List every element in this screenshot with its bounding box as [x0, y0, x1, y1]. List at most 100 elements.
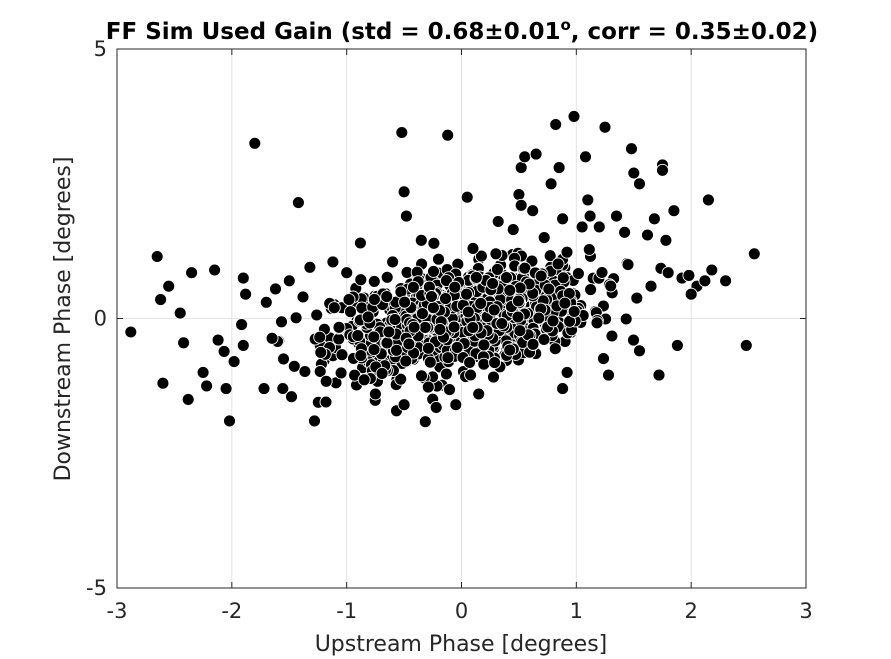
tick-marks	[116, 48, 807, 589]
data-point	[556, 271, 570, 285]
data-point	[472, 387, 486, 401]
data-point	[340, 266, 354, 280]
y-tick-label: -5	[86, 576, 107, 600]
data-point	[211, 333, 225, 347]
data-points	[124, 109, 761, 429]
data-point	[156, 376, 170, 390]
data-point	[380, 270, 394, 284]
data-point	[477, 357, 491, 371]
data-point	[439, 367, 453, 381]
data-point	[583, 209, 597, 223]
data-point	[518, 261, 532, 275]
data-point	[173, 306, 187, 320]
data-point	[269, 282, 282, 296]
data-point	[488, 356, 502, 370]
data-point	[546, 314, 560, 328]
data-point	[375, 366, 389, 380]
data-point	[427, 236, 441, 250]
data-point	[208, 263, 222, 277]
data-point	[461, 305, 475, 319]
data-point	[604, 279, 618, 293]
data-point	[532, 311, 546, 325]
data-point	[287, 359, 301, 373]
data-point	[602, 368, 615, 382]
data-point	[627, 333, 640, 347]
data-point	[661, 266, 675, 280]
data-point	[380, 290, 394, 304]
data-point	[684, 287, 698, 301]
y-tick-labels: -5 0 5	[86, 37, 107, 600]
data-point	[313, 330, 327, 344]
data-point	[332, 332, 346, 346]
data-point	[641, 228, 654, 242]
data-point	[549, 118, 563, 131]
x-tick-label: 2	[684, 599, 697, 623]
data-point	[560, 365, 574, 379]
data-point	[361, 310, 375, 324]
data-point	[334, 366, 348, 380]
data-point	[124, 325, 138, 339]
data-point	[682, 268, 696, 282]
chart-title-rest: , corr = 0.35±0.02)	[571, 19, 818, 45]
data-point	[326, 255, 340, 269]
data-point	[597, 352, 610, 366]
data-point	[282, 274, 296, 288]
data-point	[367, 343, 381, 357]
chart-title-superscript: o	[560, 16, 570, 34]
data-point	[414, 233, 428, 247]
data-point	[248, 136, 262, 150]
data-point	[433, 322, 447, 336]
data-point	[367, 330, 381, 344]
data-point	[265, 331, 279, 345]
data-point	[558, 296, 572, 310]
data-point	[310, 308, 324, 322]
data-point	[303, 260, 317, 274]
data-point	[551, 257, 565, 271]
data-point	[227, 355, 241, 369]
y-axis-label: Downstream Phase [degrees]	[51, 157, 76, 482]
data-point	[466, 241, 480, 255]
data-point	[463, 356, 477, 369]
data-point	[425, 290, 438, 303]
data-point	[618, 225, 632, 239]
data-point	[534, 269, 548, 283]
data-point	[259, 295, 273, 309]
data-point	[344, 305, 357, 319]
data-point	[432, 252, 445, 266]
data-point	[503, 283, 517, 297]
data-point	[627, 166, 641, 180]
data-point	[495, 317, 509, 330]
data-point	[399, 209, 413, 223]
data-point	[415, 307, 429, 321]
data-point	[466, 321, 480, 334]
x-tick-labels: -3 -2 -1 0 1 2 3	[107, 599, 813, 623]
data-point	[571, 267, 585, 281]
data-point	[397, 185, 411, 199]
data-point	[367, 274, 381, 288]
data-point	[548, 342, 562, 356]
data-point	[177, 336, 191, 350]
data-point	[460, 190, 474, 204]
data-point	[382, 325, 396, 339]
data-point	[705, 263, 719, 277]
data-point	[644, 279, 658, 293]
data-point	[667, 204, 681, 218]
data-point	[394, 372, 408, 386]
data-point	[402, 337, 416, 351]
data-point	[386, 255, 400, 269]
data-point	[196, 365, 210, 379]
data-point	[556, 382, 570, 396]
data-point	[357, 373, 371, 387]
data-point	[656, 163, 669, 177]
data-point	[503, 343, 517, 357]
data-point	[407, 320, 421, 334]
y-tick-label: 0	[94, 307, 107, 331]
data-point	[298, 365, 312, 378]
data-point	[701, 193, 715, 207]
data-point	[150, 250, 164, 263]
data-point	[162, 279, 176, 293]
data-point	[418, 415, 432, 429]
data-point	[289, 311, 303, 325]
data-point	[595, 266, 609, 279]
data-point	[353, 236, 367, 250]
